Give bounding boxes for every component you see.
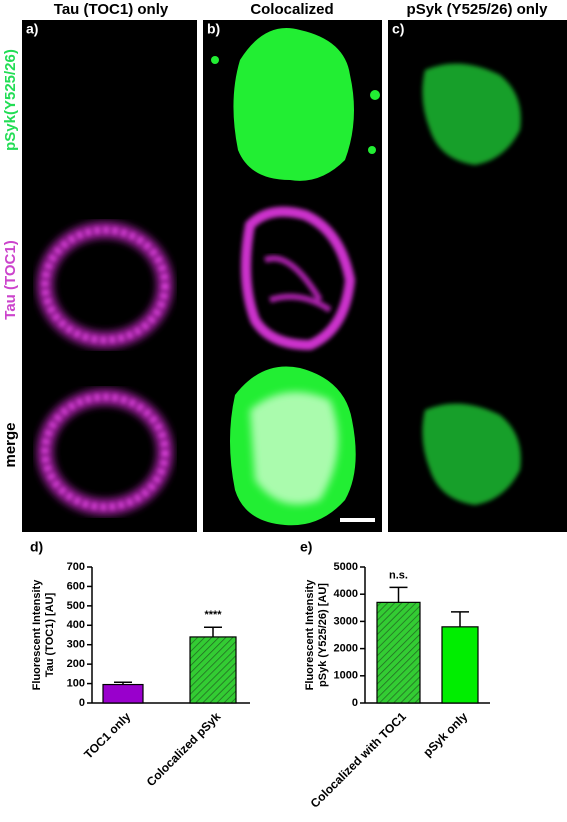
x-tick-label: TOC1 only xyxy=(81,709,133,761)
y-axis-label: Fluorescent Intensity xyxy=(31,579,43,691)
micrograph xyxy=(37,222,173,515)
y-tick-label: 400 xyxy=(67,619,85,631)
y-tick-label: 500 xyxy=(67,600,85,612)
panel-label: c) xyxy=(392,21,404,37)
chart-label: d) xyxy=(30,539,43,555)
y-axis-label: Fluorescent Intensity xyxy=(304,579,316,691)
y-tick-label: 300 xyxy=(67,639,85,651)
row-label: pSyk(Y525/26) xyxy=(2,49,19,151)
y-tick-label: 2000 xyxy=(334,643,358,655)
panel-label: b) xyxy=(207,21,220,37)
column-title: pSyk (Y525/26) only xyxy=(407,1,549,18)
y-tick-label: 100 xyxy=(67,677,85,689)
chart-label: e) xyxy=(300,539,312,555)
y-tick-label: 700 xyxy=(67,561,85,573)
bar xyxy=(376,601,421,704)
column-title: Colocalized xyxy=(250,1,333,18)
column-title: Tau (TOC1) only xyxy=(54,1,169,18)
y-tick-label: 1000 xyxy=(334,670,358,682)
y-tick-label: 4000 xyxy=(334,588,358,600)
y-axis-label: Tau (TOC1) [AU] xyxy=(44,592,56,677)
bar xyxy=(102,683,144,704)
y-axis-label: pSyk (Y525/26) [AU] xyxy=(317,583,329,687)
panel-label: a) xyxy=(26,21,38,37)
x-tick-label: Colocalized with TOC1 xyxy=(308,709,409,810)
annotation: n.s. xyxy=(389,569,408,581)
y-tick-label: 200 xyxy=(67,658,85,670)
bar xyxy=(189,636,237,704)
y-tick-label: 600 xyxy=(67,580,85,592)
row-label: Tau (TOC1) xyxy=(2,240,19,319)
y-tick-label: 0 xyxy=(352,697,358,709)
bar xyxy=(441,626,479,704)
y-tick-label: 5000 xyxy=(334,561,358,573)
y-tick-label: 0 xyxy=(79,697,85,709)
x-tick-label: pSyk only xyxy=(420,709,470,759)
y-tick-label: 3000 xyxy=(334,615,358,627)
annotation: **** xyxy=(204,609,222,621)
micrograph xyxy=(422,63,521,505)
x-tick-label: Colocalized pSyk xyxy=(144,709,224,789)
micrograph xyxy=(211,28,380,526)
row-label: merge xyxy=(2,422,19,467)
